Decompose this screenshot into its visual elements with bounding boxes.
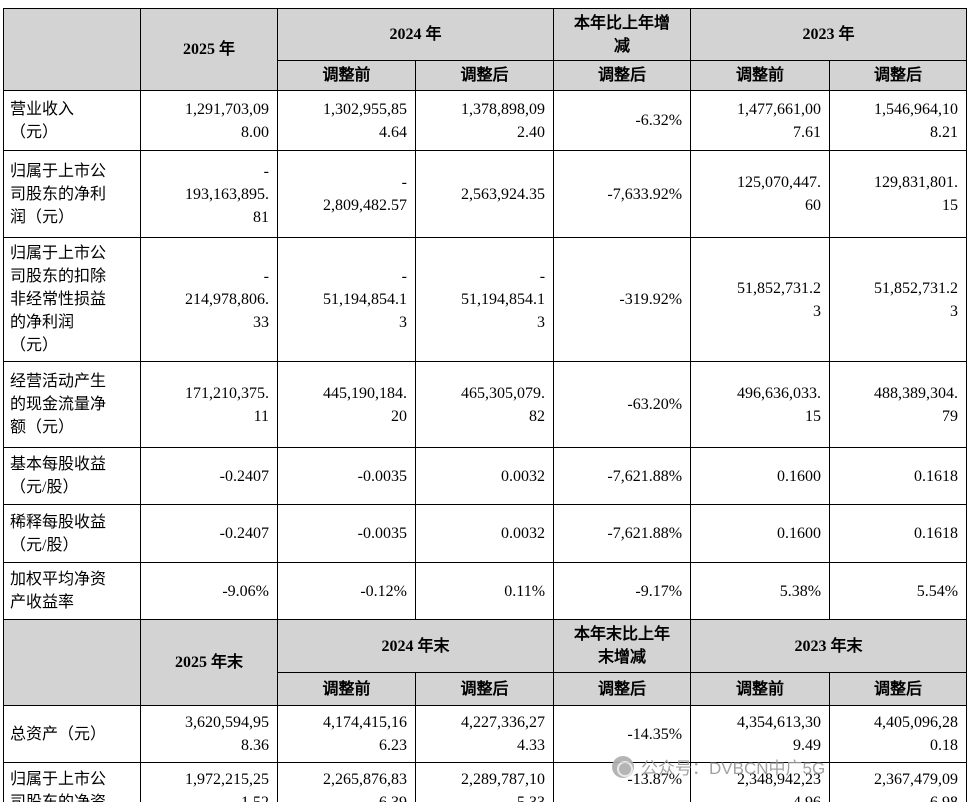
table-row: 稀释每股收益 （元/股） -0.2407 -0.0035 0.0032 -7,6… xyxy=(3,504,968,563)
value-cell: 4,354,613,30 9.49 xyxy=(690,705,831,763)
value-cell: -9.06% xyxy=(140,562,278,620)
value-cell: -7,633.92% xyxy=(553,150,692,238)
corner-cell xyxy=(3,8,141,91)
subheader-cell: 调整后 xyxy=(829,672,968,706)
value-cell: 1,291,703,09 8.00 xyxy=(140,90,278,151)
subheader-cell: 调整前 xyxy=(690,672,831,706)
col-header-2023-end: 2023 年末 xyxy=(690,619,968,673)
subheader-cell: 调整后 xyxy=(414,672,555,706)
header-row-4: 调整前 调整后 调整后 调整前 调整后 xyxy=(4,672,968,706)
row-label-cell: 营业收入 （元） xyxy=(3,90,141,151)
value-cell: 0.11% xyxy=(414,562,555,620)
col-header-change: 本年比上年增 减 xyxy=(553,8,692,61)
table-row: 加权平均净资 产收益率 -9.06% -0.12% 0.11% -9.17% 5… xyxy=(3,562,968,620)
subheader-cell: 调整后 xyxy=(553,672,692,706)
value-cell: 1,546,964,10 8.21 xyxy=(829,90,968,151)
row-label-cell: 归属于上市公 司股东的扣除 非经常性损益 的净利润 （元） xyxy=(3,237,141,362)
value-cell: 0.1618 xyxy=(829,447,968,505)
value-cell: 1,302,955,85 4.64 xyxy=(277,90,416,151)
col-header-change-end: 本年末比上年 末增减 xyxy=(553,619,692,673)
value-cell: 0.0032 xyxy=(414,504,555,563)
value-cell: 2,563,924.35 xyxy=(414,150,555,238)
row-label-cell: 稀释每股收益 （元/股） xyxy=(3,504,141,563)
value-cell: -7,621.88% xyxy=(553,447,692,505)
value-cell: 0.1600 xyxy=(690,504,831,563)
header-row-1: 2025 年 2024 年 本年比上年增 减 2023 年 xyxy=(3,8,968,91)
value-cell: 4,405,096,28 0.18 xyxy=(829,705,968,763)
financial-summary-table: 2025 年 2024 年 本年比上年增 减 2023 年 调整前 调整后 调整… xyxy=(3,8,968,802)
table-row: 总资产（元） 3,620,594,95 8.36 4,174,415,16 6.… xyxy=(3,705,968,763)
value-cell: 51,852,731.2 3 xyxy=(829,237,968,362)
value-cell: - 51,194,854.1 3 xyxy=(414,237,555,362)
row-label-cell: 基本每股收益 （元/股） xyxy=(3,447,141,505)
value-cell: 4,227,336,27 4.33 xyxy=(414,705,555,763)
value-cell: -7,621.88% xyxy=(553,504,692,563)
table-row: 归属于上市公 司股东的净资 1,972,215,25 1.52 2,265,87… xyxy=(3,762,968,802)
value-cell: 51,852,731.2 3 xyxy=(690,237,831,362)
value-cell: -0.2407 xyxy=(140,447,278,505)
col-header-2025-end: 2025 年末 xyxy=(140,619,278,706)
value-cell: -14.35% xyxy=(553,705,692,763)
value-cell: -319.92% xyxy=(553,237,692,362)
value-cell: 0.1618 xyxy=(829,504,968,563)
value-cell: 3,620,594,95 8.36 xyxy=(140,705,278,763)
value-cell: 2,265,876,83 6.39 xyxy=(277,762,416,802)
value-cell: 2,367,479,09 6.98 xyxy=(829,762,968,802)
value-cell: 0.1600 xyxy=(690,447,831,505)
value-cell: 1,477,661,00 7.61 xyxy=(690,90,831,151)
table-row: 经营活动产生 的现金流量净 额（元） 171,210,375. 11 445,1… xyxy=(3,361,968,448)
subheader-cell: 调整前 xyxy=(277,60,416,91)
value-cell: 445,190,184. 20 xyxy=(277,361,416,448)
value-cell: -0.12% xyxy=(277,562,416,620)
value-cell: 488,389,304. 79 xyxy=(829,361,968,448)
value-cell: - 193,163,895. 81 xyxy=(140,150,278,238)
value-cell: 2,289,787,10 5.33 xyxy=(414,762,555,802)
value-cell: 1,972,215,25 1.52 xyxy=(140,762,278,802)
col-header-2024: 2024 年 xyxy=(276,8,555,61)
subheader-cell: 调整前 xyxy=(277,672,416,706)
value-cell: -9.17% xyxy=(553,562,692,620)
value-cell: 465,305,079. 82 xyxy=(414,361,555,448)
value-cell: 5.38% xyxy=(690,562,831,620)
subheader-cell: 调整后 xyxy=(414,60,555,91)
table-row: 基本每股收益 （元/股） -0.2407 -0.0035 0.0032 -7,6… xyxy=(3,447,968,505)
value-cell: -63.20% xyxy=(553,361,692,448)
col-header-2025: 2025 年 xyxy=(140,8,278,91)
value-cell: -0.0035 xyxy=(277,447,416,505)
value-cell: -6.32% xyxy=(553,90,692,151)
subheader-cell: 调整后 xyxy=(829,60,968,91)
row-label-cell: 归属于上市公 司股东的净资 xyxy=(3,762,141,802)
value-cell: -0.0035 xyxy=(277,504,416,563)
value-cell: -0.2407 xyxy=(140,504,278,563)
value-cell: - 51,194,854.1 3 xyxy=(277,237,416,362)
value-cell: 1,378,898,09 2.40 xyxy=(414,90,555,151)
row-label-cell: 总资产（元） xyxy=(3,705,141,763)
subheader-cell: 调整前 xyxy=(690,60,831,91)
value-cell: 125,070,447. 60 xyxy=(690,150,831,238)
row-label-cell: 经营活动产生 的现金流量净 额（元） xyxy=(3,361,141,448)
value-cell: 4,174,415,16 6.23 xyxy=(277,705,416,763)
value-cell: 5.54% xyxy=(829,562,968,620)
value-cell: 171,210,375. 11 xyxy=(140,361,278,448)
value-cell: - 2,809,482.57 xyxy=(277,150,416,238)
col-header-2023: 2023 年 xyxy=(690,8,968,61)
value-cell: 0.0032 xyxy=(414,447,555,505)
table-row: 归属于上市公 司股东的净利 润（元） - 193,163,895. 81 - 2… xyxy=(3,150,968,238)
table-row: 归属于上市公 司股东的扣除 非经常性损益 的净利润 （元） - 214,978,… xyxy=(3,237,968,362)
row-label-cell: 归属于上市公 司股东的净利 润（元） xyxy=(3,150,141,238)
value-cell: 2,348,942,23 4.96 xyxy=(690,762,831,802)
value-cell: 496,636,033. 15 xyxy=(690,361,831,448)
corner-cell xyxy=(3,619,141,706)
header-row-3: 2025 年末 2024 年末 本年末比上年 末增减 2023 年末 xyxy=(3,619,968,706)
col-header-2024-end: 2024 年末 xyxy=(276,619,555,673)
value-cell: -13.87% xyxy=(553,762,692,802)
value-cell: - 214,978,806. 33 xyxy=(140,237,278,362)
header-row-2: 调整前 调整后 调整后 调整前 调整后 xyxy=(4,60,968,91)
value-cell: 129,831,801. 15 xyxy=(829,150,968,238)
table-row: 营业收入 （元） 1,291,703,09 8.00 1,302,955,85 … xyxy=(3,90,968,151)
row-label-cell: 加权平均净资 产收益率 xyxy=(3,562,141,620)
subheader-cell: 调整后 xyxy=(553,60,692,91)
